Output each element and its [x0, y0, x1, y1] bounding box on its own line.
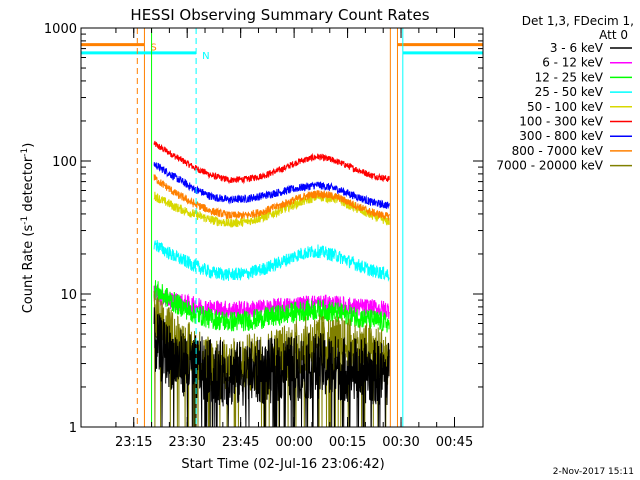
x-axis-ticks: 23:15 23:30 23:45 00:00 00:15 00:30 00:45	[115, 28, 473, 450]
series-3-6kev	[153, 307, 390, 428]
y-tick-label: 1	[69, 421, 77, 436]
series-25-50kev	[153, 239, 390, 282]
plot-frame	[80, 27, 484, 428]
legend-entry-label: 25 - 50 keV	[535, 85, 604, 99]
x-tick-label: 23:30	[168, 435, 205, 450]
legend-entry-label: 50 - 100 keV	[527, 100, 604, 114]
legend-header-line1: Det 1,3, FDecim 1,	[522, 14, 634, 28]
legend-entry-label: 100 - 300 keV	[519, 115, 603, 129]
series-100-300kev	[153, 140, 390, 185]
footer-date: 2-Nov-2017 15:11	[553, 467, 634, 477]
series-300-800kev	[153, 162, 390, 209]
y-tick-label: 100	[52, 155, 77, 170]
x-tick-label: 00:45	[436, 435, 473, 450]
x-tick-label: 00:00	[275, 435, 312, 450]
x-tick-label: 23:15	[115, 435, 152, 450]
series-12-25kev	[153, 280, 390, 333]
series-800-7000kev	[153, 174, 390, 221]
data-traces	[153, 140, 390, 428]
legend-entry-label: 6 - 12 keV	[542, 56, 604, 70]
legend-entry-label: 800 - 7000 keV	[512, 144, 604, 158]
x-axis-label: Start Time (02-Jul-16 23:06:42)	[181, 457, 384, 472]
x-tick-label: 23:45	[222, 435, 259, 450]
y-axis-label: Count Rate (s-1 detector-1)	[20, 143, 36, 314]
legend-entry-label: 12 - 25 keV	[535, 70, 604, 84]
marker-N-label: N	[202, 51, 209, 62]
marker-S-label: S	[150, 43, 156, 54]
y-axis-ticks: 1 10 100 1000	[44, 22, 483, 436]
y-tick-label: 1000	[44, 22, 77, 37]
legend-entry-label: 300 - 800 keV	[519, 129, 603, 143]
legend-header-line2: Att 0	[599, 28, 628, 42]
x-tick-label: 00:15	[329, 435, 366, 450]
legend-entry-label: 7000 - 20000 keV	[496, 159, 603, 173]
x-tick-label: 00:30	[382, 435, 419, 450]
legend-entry-label: 3 - 6 keV	[550, 41, 604, 55]
y-tick-label: 10	[60, 288, 77, 303]
chart-title: HESSI Observing Summary Count Rates	[130, 6, 429, 24]
